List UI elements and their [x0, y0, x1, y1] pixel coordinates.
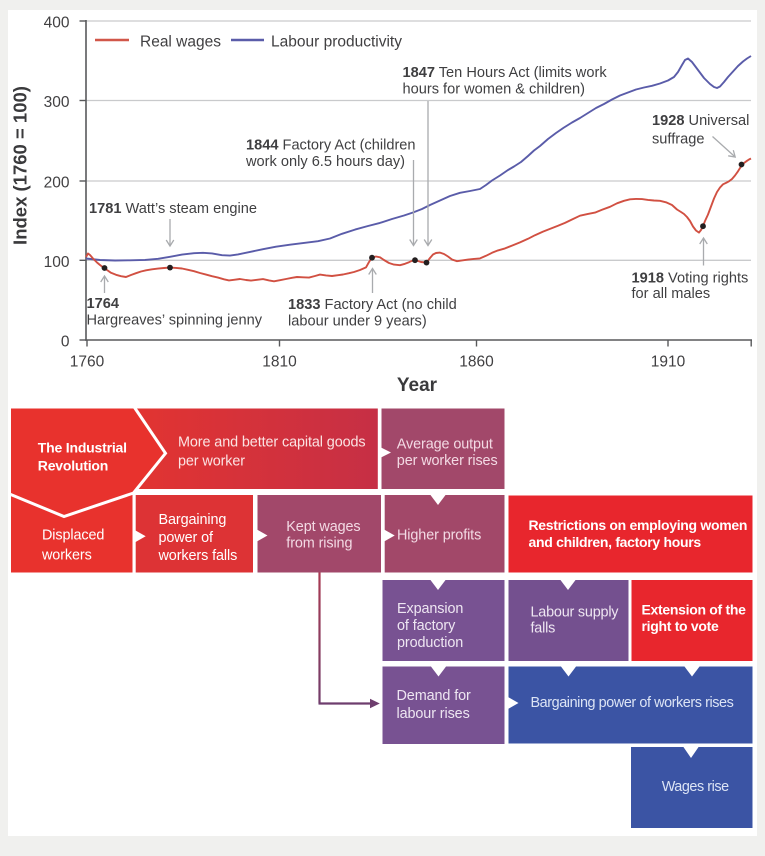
svg-text:Expansion: Expansion — [397, 601, 463, 617]
svg-text:1810: 1810 — [262, 354, 297, 371]
svg-text:Extension of the: Extension of the — [642, 602, 747, 618]
svg-text:hours for women & children): hours for women & children) — [403, 82, 586, 98]
svg-text:for all males: for all males — [632, 286, 711, 302]
svg-text:1844 Factory Act (children: 1844 Factory Act (children — [246, 138, 416, 154]
svg-text:suffrage: suffrage — [652, 131, 704, 147]
svg-text:Real wages: Real wages — [140, 34, 221, 51]
svg-text:and children, factory hours: and children, factory hours — [529, 534, 702, 550]
svg-text:production: production — [397, 635, 463, 651]
svg-text:labour rises: labour rises — [397, 706, 470, 722]
svg-text:1760: 1760 — [70, 354, 105, 371]
svg-text:Kept wages: Kept wages — [286, 519, 360, 535]
svg-text:labour under 9 years): labour under 9 years) — [288, 314, 427, 330]
svg-text:More and better capital goods: More and better capital goods — [178, 435, 366, 451]
svg-text:Average output: Average output — [397, 437, 493, 453]
svg-text:from rising: from rising — [286, 536, 352, 552]
svg-text:workers falls: workers falls — [158, 548, 238, 564]
svg-text:Higher profits: Higher profits — [397, 528, 481, 544]
svg-text:workers: workers — [41, 548, 92, 564]
svg-text:0: 0 — [61, 334, 70, 351]
svg-text:1928 Universal: 1928 Universal — [652, 113, 749, 129]
svg-text:100: 100 — [44, 254, 70, 271]
svg-text:Bargaining: Bargaining — [159, 512, 227, 528]
svg-text:power of: power of — [159, 530, 214, 546]
svg-text:300: 300 — [44, 94, 70, 111]
svg-text:400: 400 — [44, 15, 70, 32]
svg-text:1860: 1860 — [459, 354, 494, 371]
svg-text:Year: Year — [397, 375, 438, 396]
svg-text:right to vote: right to vote — [642, 618, 719, 634]
svg-text:Revolution: Revolution — [38, 458, 108, 474]
svg-text:Wages rise: Wages rise — [662, 779, 729, 795]
svg-text:per worker: per worker — [178, 453, 245, 469]
svg-text:200: 200 — [44, 175, 70, 192]
svg-text:1764: 1764 — [87, 296, 120, 312]
svg-text:Index (1760 = 100): Index (1760 = 100) — [10, 86, 31, 245]
svg-text:falls: falls — [531, 621, 556, 637]
svg-text:Labour supply: Labour supply — [531, 605, 620, 621]
svg-text:Hargreaves’ spinning jenny: Hargreaves’ spinning jenny — [87, 313, 263, 329]
svg-text:Restrictions on employing wome: Restrictions on employing women — [529, 517, 748, 533]
svg-text:of factory: of factory — [397, 618, 456, 634]
svg-text:Bargaining power of workers ri: Bargaining power of workers rises — [531, 695, 734, 711]
svg-text:1781 Watt’s steam engine: 1781 Watt’s steam engine — [89, 201, 257, 217]
svg-text:per worker rises: per worker rises — [397, 453, 498, 469]
svg-text:Demand for: Demand for — [397, 688, 471, 704]
svg-text:The Industrial: The Industrial — [38, 440, 127, 456]
svg-text:work only 6.5 hours day): work only 6.5 hours day) — [245, 154, 405, 170]
svg-text:1918 Voting rights: 1918 Voting rights — [632, 270, 749, 286]
svg-text:Labour productivity: Labour productivity — [271, 34, 402, 51]
svg-text:1833 Factory Act (no child: 1833 Factory Act (no child — [288, 297, 457, 313]
svg-text:Displaced: Displaced — [42, 528, 104, 544]
svg-text:1847 Ten Hours Act (limits wor: 1847 Ten Hours Act (limits work — [403, 65, 608, 81]
svg-text:1910: 1910 — [651, 354, 686, 371]
